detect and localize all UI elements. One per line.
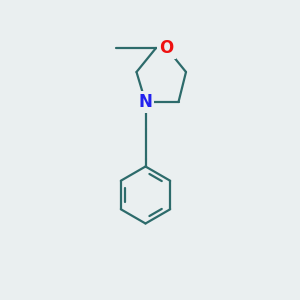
- Text: O: O: [159, 39, 174, 57]
- Text: N: N: [139, 93, 152, 111]
